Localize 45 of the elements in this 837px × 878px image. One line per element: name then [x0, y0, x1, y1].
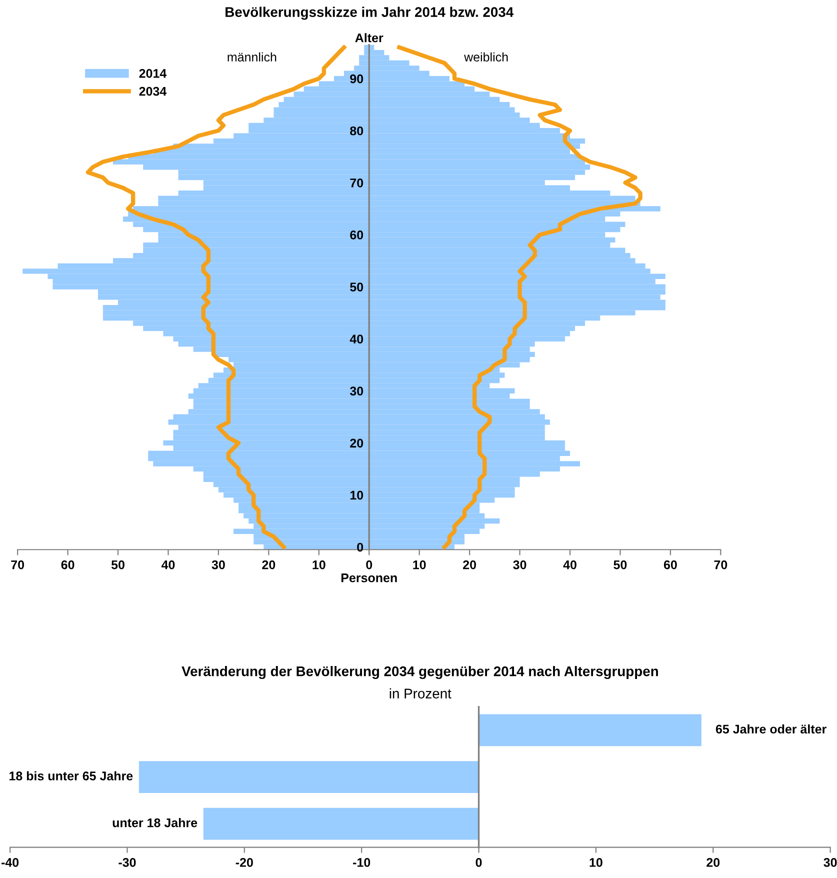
- x-tick-label: 10: [590, 858, 602, 867]
- legend-label: 2034: [139, 86, 167, 96]
- y-tick-label: 40: [350, 334, 364, 344]
- x-tick-label: 30: [824, 858, 837, 867]
- chart-subtitle: in Prozent: [390, 688, 452, 698]
- chart-title: Bevölkerungsskizze im Jahr 2014 bzw. 2034: [226, 6, 514, 20]
- x-tick-label: 70: [714, 560, 728, 570]
- x-tick-label: 60: [664, 560, 677, 570]
- y-tick-label: 70: [350, 178, 364, 188]
- y-tick-label: 0: [357, 542, 364, 552]
- x-tick-label: 10: [413, 560, 426, 570]
- x-tick-label: 70: [11, 560, 24, 570]
- y-tick-label: 18 bis unter 65 Jahre: [10, 771, 133, 780]
- y-tick-label: unter 18 Jahre: [112, 818, 198, 828]
- x-tick-label: 40: [563, 560, 576, 570]
- y-tick-label: 10: [350, 490, 364, 500]
- x-tick-label: 10: [312, 560, 326, 570]
- x-tick-label: 20: [262, 560, 276, 570]
- y-tick-label: 50: [350, 282, 364, 292]
- x-tick-label: 20: [463, 560, 476, 570]
- legend-label: 2014: [139, 68, 167, 78]
- chart-title: Veränderung der Bevölkerung 2034 gegenüber 2014 nach Altersgruppen: [182, 666, 658, 680]
- x-tick-label: 50: [111, 560, 124, 570]
- x-tick-label: -40: [2, 858, 19, 867]
- x-axis-title: Personen: [341, 574, 397, 582]
- annotation: weiblich: [464, 52, 508, 62]
- y-tick-label: 90: [350, 74, 364, 84]
- x-tick-label: 40: [161, 560, 175, 570]
- y-axis-title: Alter: [355, 33, 384, 42]
- y-tick-label: 65 Jahre oder älter: [716, 724, 826, 734]
- x-tick-label: 50: [614, 560, 627, 570]
- x-tick-label: 20: [706, 858, 720, 867]
- x-tick-label: -30: [118, 858, 136, 867]
- y-tick-label: 60: [350, 230, 364, 240]
- y-tick-label: 80: [350, 126, 364, 136]
- y-tick-label: 20: [350, 438, 364, 448]
- annotation: männlich: [228, 52, 276, 62]
- x-tick-label: -10: [353, 858, 370, 867]
- x-tick-label: -20: [236, 858, 253, 867]
- x-tick-label: 60: [61, 560, 74, 570]
- x-tick-label: 0: [366, 560, 372, 570]
- x-tick-label: 30: [212, 560, 225, 570]
- x-tick-label: 0: [476, 858, 482, 867]
- y-tick-label: 30: [350, 386, 364, 396]
- x-tick-label: 30: [513, 560, 526, 570]
